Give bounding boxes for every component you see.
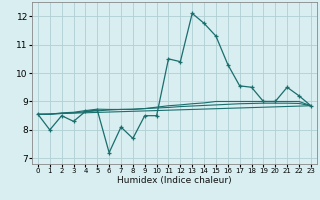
X-axis label: Humidex (Indice chaleur): Humidex (Indice chaleur) bbox=[117, 176, 232, 185]
